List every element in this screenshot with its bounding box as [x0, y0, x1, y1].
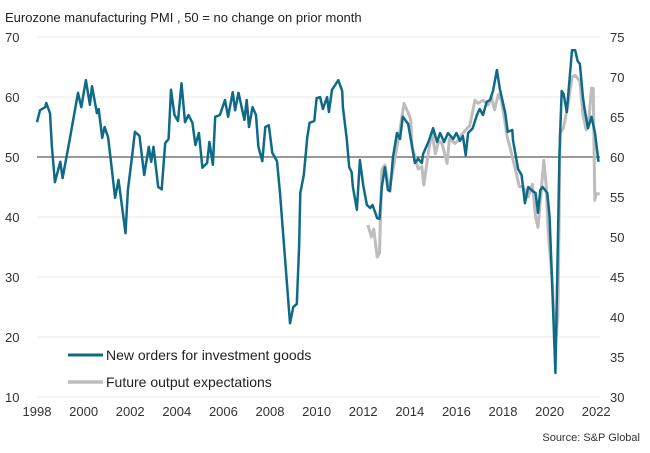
- left-tick-label: 40: [5, 210, 19, 225]
- gridlines: [37, 36, 600, 398]
- series-line-new-orders-investment-goods: [35, 48, 600, 375]
- right-tick-label: 40: [610, 310, 624, 325]
- x-tick-label: 2016: [442, 404, 471, 419]
- source-note: Source: S&P Global: [542, 432, 640, 444]
- x-tick-label: 2004: [162, 404, 191, 419]
- x-axis-tick-labels: 1998 2000 2002 2004 2006 2008 2010 2012 2014 2016…: [23, 404, 611, 419]
- x-tick-label: 2022: [582, 404, 611, 419]
- x-tick-label: 2018: [489, 404, 518, 419]
- left-tick-label: 70: [5, 30, 19, 45]
- right-tick-label: 75: [610, 30, 624, 45]
- x-tick-label: 2020: [535, 404, 564, 419]
- x-tick-label: 2010: [302, 404, 331, 419]
- right-tick-label: 60: [610, 150, 624, 165]
- chart-title: Eurozone manufacturing PMI , 50 = no cha…: [5, 10, 362, 25]
- x-tick-label: 2002: [116, 404, 145, 419]
- left-tick-label: 50: [5, 150, 19, 165]
- x-tick-label: 2000: [69, 404, 98, 419]
- right-tick-label: 50: [610, 230, 624, 245]
- legend-label-future-output: Future output expectations: [106, 374, 272, 390]
- x-tick-label: 2006: [209, 404, 238, 419]
- x-tick-label: 2008: [256, 404, 285, 419]
- right-tick-label: 45: [610, 270, 624, 285]
- right-tick-label: 70: [610, 70, 624, 85]
- left-axis-tick-labels: 10 20 30 40 50 60 70: [5, 30, 19, 405]
- right-tick-label: 35: [610, 350, 624, 365]
- left-tick-label: 20: [5, 330, 19, 345]
- legend-label-new-orders: New orders for investment goods: [106, 347, 311, 363]
- x-tick-label: 2014: [395, 404, 424, 419]
- series-lines: [35, 48, 600, 375]
- right-tick-label: 30: [610, 390, 624, 405]
- right-tick-label: 65: [610, 110, 624, 125]
- legend: New orders for investment goods Future o…: [68, 347, 311, 390]
- left-tick-label: 30: [5, 270, 19, 285]
- left-tick-label: 10: [5, 390, 19, 405]
- left-tick-label: 60: [5, 90, 19, 105]
- right-axis-tick-labels: 30 35 40 45 50 55 60 65 70 75: [610, 30, 624, 405]
- x-tick-label: 2012: [349, 404, 378, 419]
- x-tick-label: 1998: [23, 404, 52, 419]
- right-tick-label: 55: [610, 190, 624, 205]
